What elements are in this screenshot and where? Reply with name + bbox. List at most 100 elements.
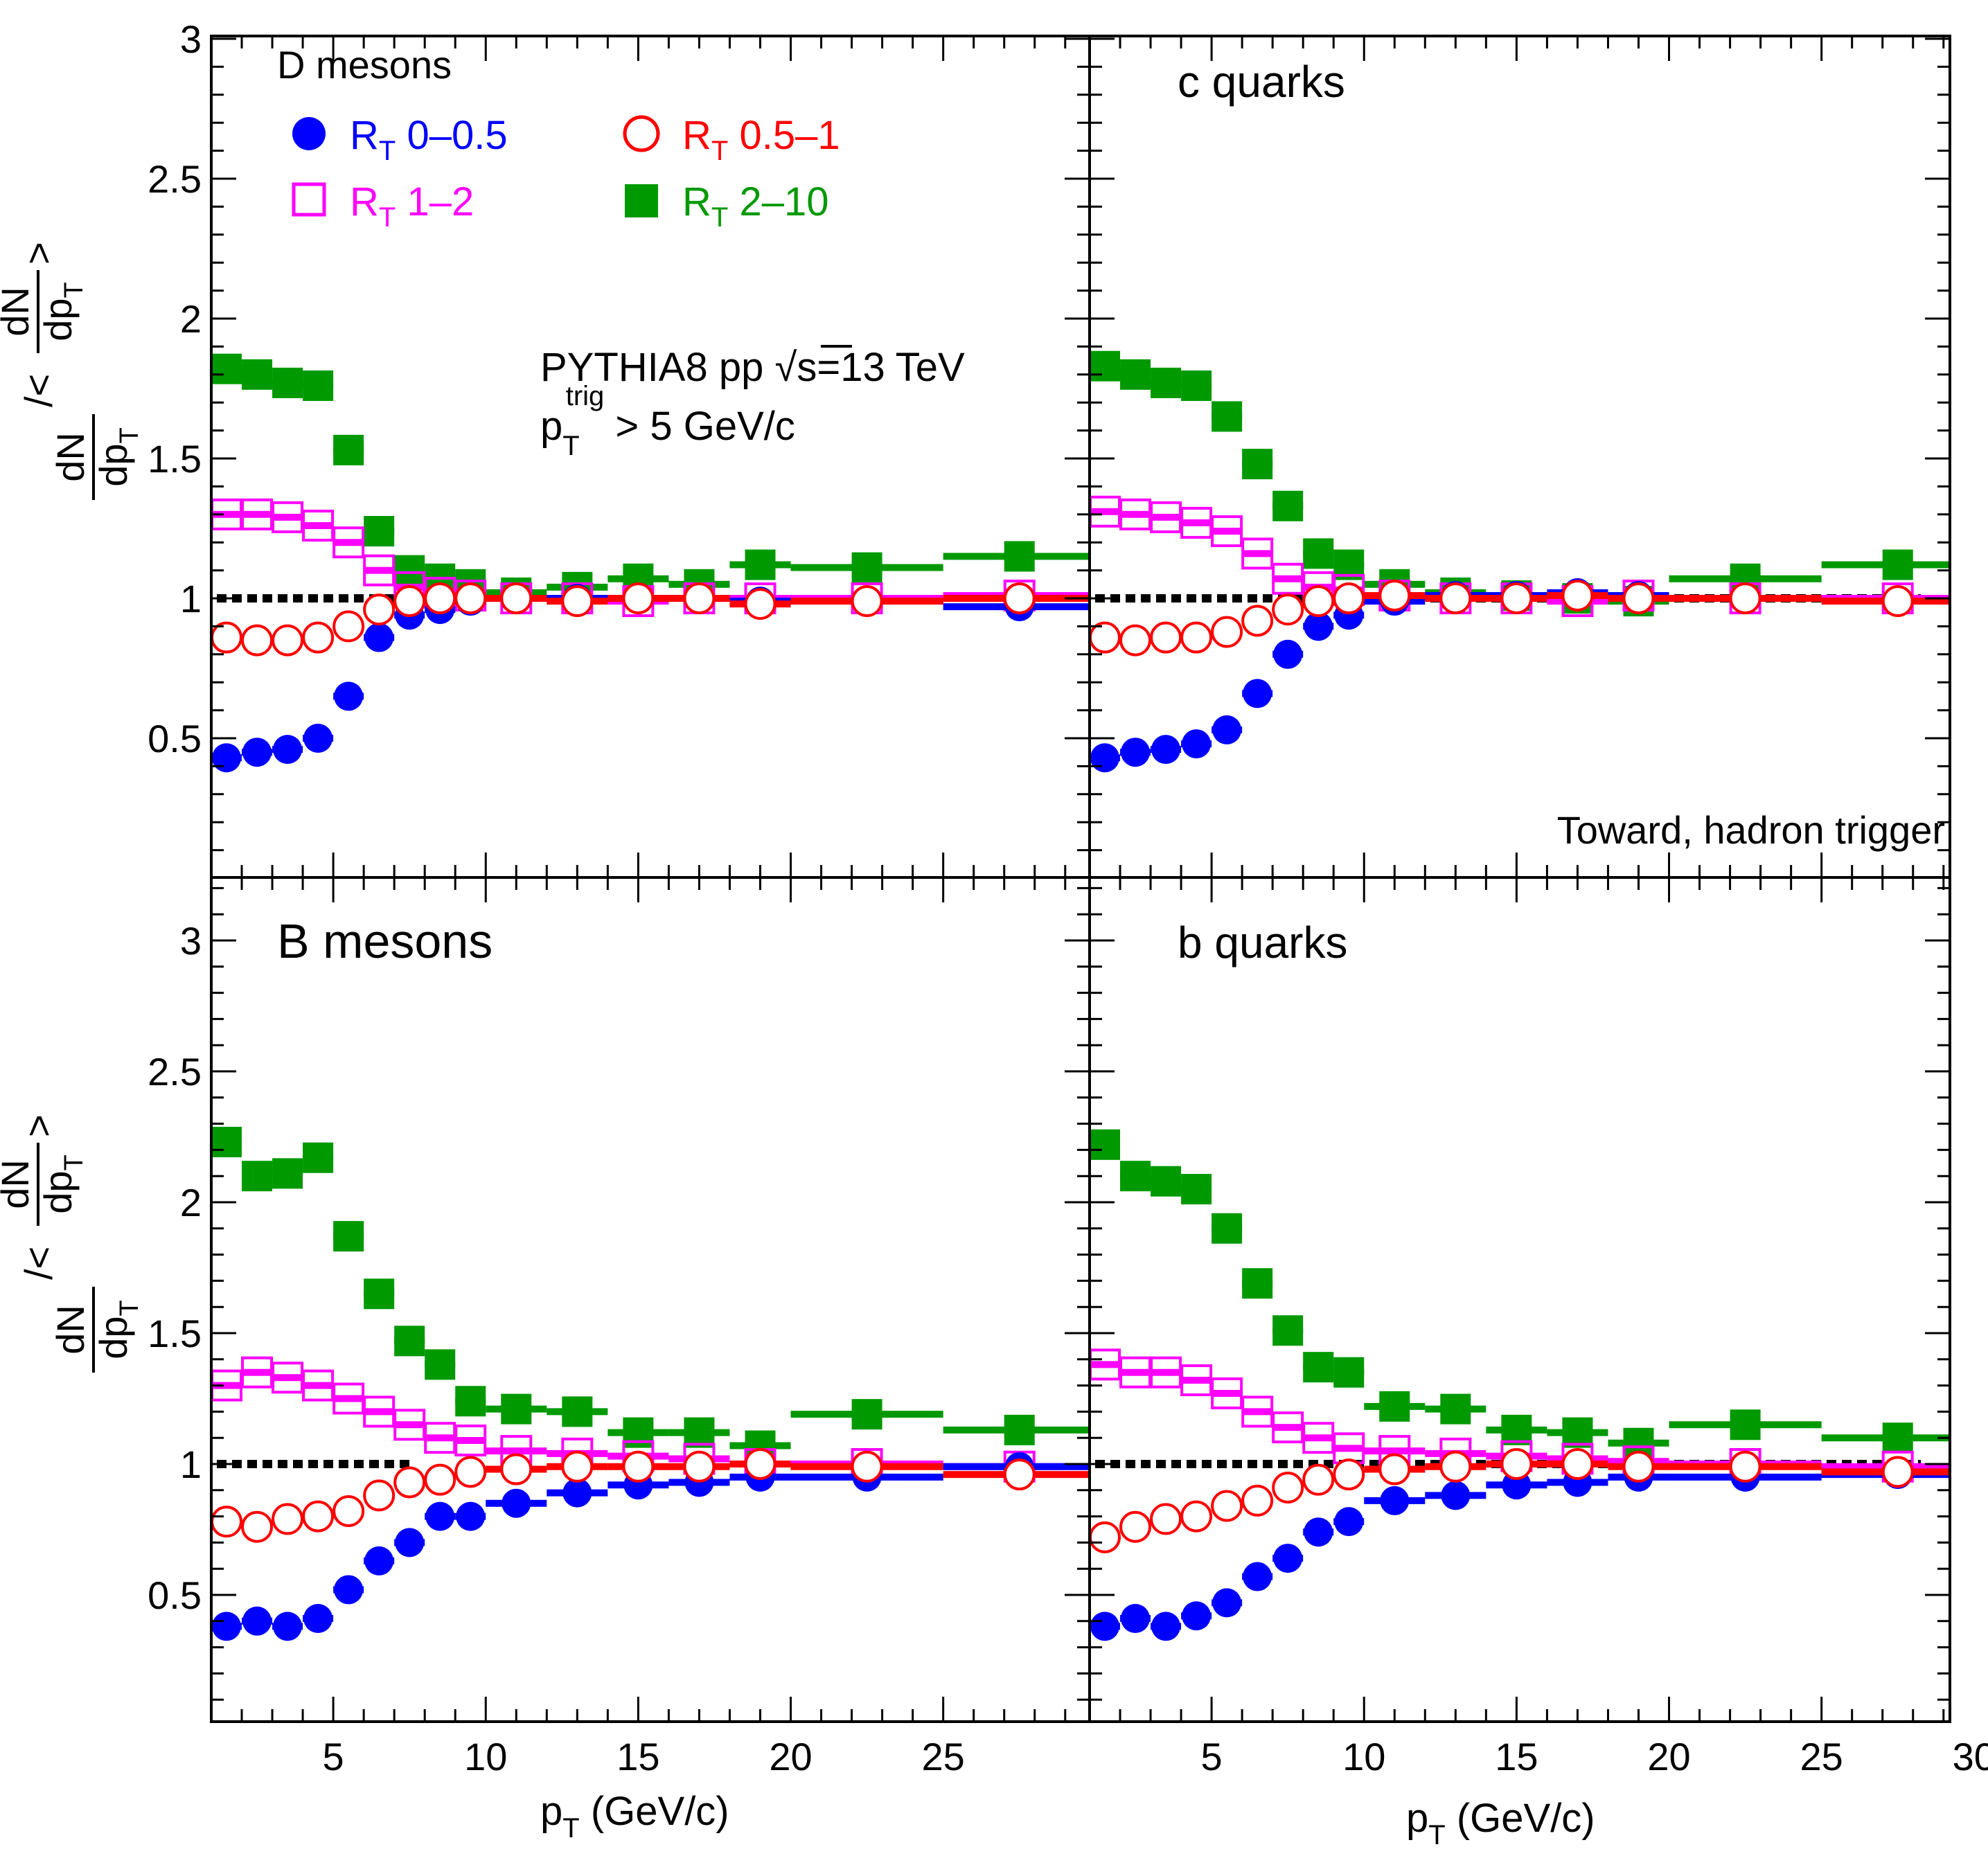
data-point <box>1303 538 1334 569</box>
data-point <box>684 1417 715 1448</box>
data-point <box>1303 1352 1334 1383</box>
data-point <box>1212 715 1242 744</box>
data-point <box>1090 1612 1120 1641</box>
legend-label-rt1: RT 0.5–1 <box>682 113 840 166</box>
x-tick-label: 20 <box>769 1735 812 1778</box>
data-point <box>1562 1417 1593 1448</box>
data-point <box>1622 1450 1655 1483</box>
data-point <box>1501 1414 1532 1445</box>
data-point <box>1881 585 1914 618</box>
data-point <box>302 1500 335 1533</box>
y-tick-label: 1.5 <box>148 1312 202 1355</box>
svg-text:dpT: dpT <box>91 427 144 487</box>
data-point <box>1121 1604 1151 1634</box>
panel-title-c-quarks: c quarks <box>1178 57 1345 107</box>
data-point <box>1302 1422 1335 1454</box>
data-point <box>1211 1377 1243 1409</box>
data-point <box>1500 1448 1533 1480</box>
data-point <box>1380 1485 1410 1515</box>
svg-text:/<: /< <box>17 374 60 407</box>
data-point <box>1729 1450 1761 1483</box>
data-point <box>1302 1463 1335 1496</box>
series-rt1 <box>211 582 1090 657</box>
data-point <box>683 1450 716 1483</box>
y-tick-label: 1 <box>180 1443 202 1486</box>
data-point <box>501 1393 532 1425</box>
panel-1-series <box>1090 350 1950 773</box>
data-point <box>1242 449 1273 480</box>
legend-marker-rt1 <box>623 115 660 152</box>
y-tick-label: 1.5 <box>148 437 202 481</box>
data-point <box>242 1161 273 1192</box>
data-point <box>394 555 425 586</box>
data-point <box>393 585 426 618</box>
data-point <box>1151 735 1181 765</box>
data-point <box>1441 1481 1471 1510</box>
data-point <box>273 1612 303 1641</box>
y-tick-label: 3 <box>180 919 202 963</box>
axes-layer: 0.5 1 1.5 2 2.5 3 0.5 1 1.5 2 2.5 3 5 10 15 20 25 5 10 15 20… <box>148 17 1988 1778</box>
legend: RT 0–0.5 RT 0.5–1 RT 1–2 RT 2–10 <box>292 113 840 233</box>
data-point <box>1119 498 1152 530</box>
data-point <box>1150 1356 1182 1389</box>
data-point <box>1182 729 1212 759</box>
data-point <box>1333 582 1365 614</box>
panel-2-series <box>211 1127 1090 1641</box>
series-rt1 <box>1090 1448 1950 1553</box>
data-point <box>1272 490 1304 521</box>
data-point <box>1439 1450 1472 1483</box>
data-point <box>1003 582 1036 614</box>
data-point <box>424 1422 456 1454</box>
data-point <box>1379 1391 1410 1422</box>
data-point <box>211 353 242 384</box>
y-tick-label: 2.5 <box>148 1050 202 1094</box>
data-point <box>561 585 594 618</box>
data-point <box>454 1424 487 1456</box>
panel-3-series <box>1090 1129 1950 1641</box>
svg-text:dN: dN <box>0 1159 37 1209</box>
data-point <box>1180 1364 1213 1397</box>
data-point <box>425 1501 455 1531</box>
data-point <box>1150 1503 1182 1535</box>
svg-text:dpT: dpT <box>36 282 89 341</box>
data-point <box>1181 370 1212 401</box>
data-point <box>364 516 395 547</box>
data-point <box>622 1450 655 1483</box>
data-point <box>500 1453 533 1485</box>
data-point <box>1243 1562 1272 1591</box>
data-point <box>241 1510 274 1543</box>
data-point <box>1241 605 1274 637</box>
data-point <box>1333 1458 1365 1491</box>
data-point <box>1150 501 1182 533</box>
data-point <box>1242 1268 1273 1299</box>
data-point <box>1211 616 1243 648</box>
data-point <box>303 724 333 753</box>
svg-text:dN: dN <box>48 1305 92 1355</box>
data-point <box>303 370 334 401</box>
data-point <box>333 434 364 465</box>
data-point <box>456 1501 486 1531</box>
series-rt3 <box>1090 1129 1950 1458</box>
panel-0-series <box>211 353 1090 773</box>
data-point <box>1881 1456 1914 1488</box>
y-tick-label: 0.5 <box>148 1573 202 1617</box>
data-point <box>242 1606 272 1636</box>
x-axis-label-left: pT (GeV/c) <box>540 1789 729 1844</box>
data-point <box>744 588 776 621</box>
svg-text:dpT: dpT <box>36 1154 89 1214</box>
svg-text:>: > <box>17 1114 60 1137</box>
series-rt1 <box>211 1448 1090 1543</box>
data-point <box>562 1396 593 1427</box>
data-point <box>393 1409 426 1441</box>
data-point <box>1729 582 1761 614</box>
data-point <box>1304 612 1333 641</box>
data-point <box>1211 515 1243 548</box>
data-point <box>241 498 274 530</box>
data-point <box>1378 579 1411 612</box>
legend-label-rt0: RT 0–0.5 <box>350 113 508 166</box>
data-point <box>1272 1315 1304 1346</box>
data-point <box>1212 1588 1242 1618</box>
data-point <box>500 582 533 614</box>
data-point <box>851 552 882 583</box>
